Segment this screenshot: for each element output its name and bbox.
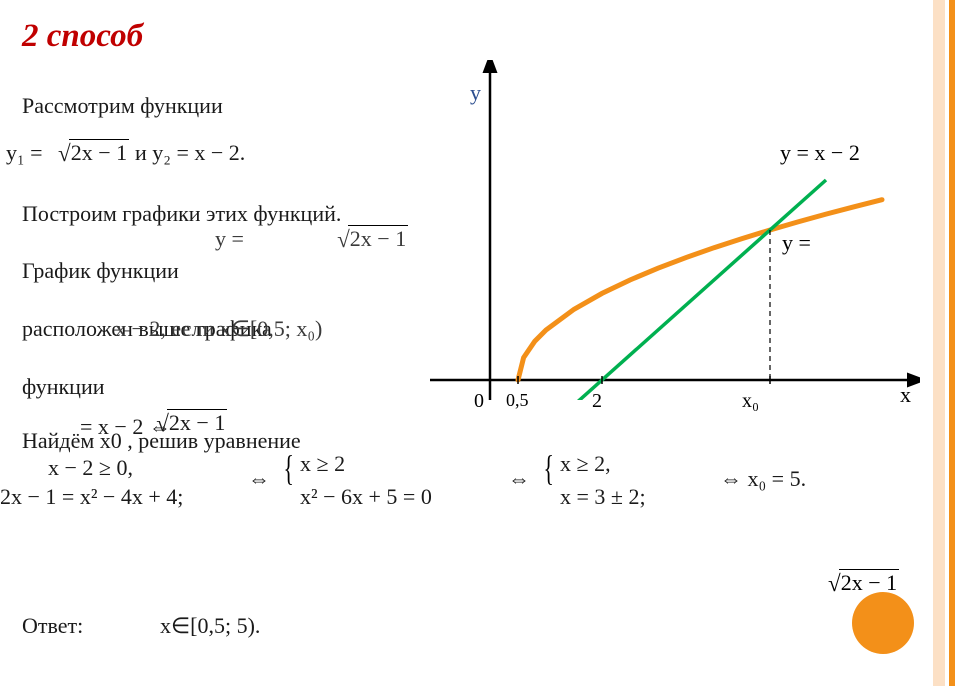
sys1-row1: x − 2 ≥ 0, xyxy=(48,455,133,481)
eq-y1-radicand: 2x − 1 xyxy=(69,139,129,165)
axis-tick-half: 0,5 xyxy=(506,390,529,411)
sqrt-label-rad: 2x − 1 xyxy=(839,569,899,595)
iff-1: ⇔ xyxy=(248,466,270,492)
sqrt-label-pre: y = xyxy=(782,230,811,256)
sqrt-label: 2x − 1 xyxy=(828,570,899,597)
accent-stripe-outer xyxy=(949,0,955,686)
eq-y1-sqrt: 2x − 1 xyxy=(58,140,129,167)
axis-tick-two: 2 xyxy=(592,390,602,413)
chart-svg xyxy=(430,60,920,400)
axis-tick-x0: x₀ xyxy=(742,390,759,413)
text-graphof: График функции xyxy=(22,258,179,284)
sys2-row1: x ≥ 2 xyxy=(300,451,345,477)
overlay-sqrt-rad: 2x − 1 xyxy=(348,225,408,251)
text-functions: функции xyxy=(22,374,105,400)
answer-label: Ответ: xyxy=(22,613,83,639)
axis-label-x: x xyxy=(900,382,911,408)
line-label: y = x − 2 xyxy=(780,140,860,166)
sys3-row1: x ≥ 2, xyxy=(560,451,611,477)
function-chart: x y 0 0,5 2 x₀ y = x − 2 y = 2x − 1 xyxy=(430,60,920,400)
axis-origin: 0 xyxy=(474,390,484,413)
sys3-row2: x = 3 ± 2; xyxy=(560,484,646,510)
sys3-brace: { xyxy=(543,454,553,483)
slide-title: 2 способ xyxy=(22,18,143,55)
iff-2: ⇔ xyxy=(508,466,530,492)
text-consider: Рассмотрим функции xyxy=(22,93,223,119)
text-buildgraphs: Построим графики этих функций. xyxy=(22,201,341,227)
slide-root: 2 способ Рассмотрим функции y₁ = 2x − 1 … xyxy=(0,0,955,686)
axis-label-y: y xyxy=(470,80,481,106)
eq-y1-prefix: y₁ = xyxy=(6,140,43,166)
answer-value: x∈[0,5; 5). xyxy=(160,613,260,639)
iff-3-result: ⇔ x₀ = 5. xyxy=(720,466,806,492)
sys1-row2: 2x − 1 = x² − 4x + 4; xyxy=(0,484,183,510)
accent-dot xyxy=(852,592,914,654)
sys2-row2: x² − 6x + 5 = 0 xyxy=(300,484,432,510)
overlay-sqrt: 2x − 1 xyxy=(337,226,408,253)
overlay-sqrt-pre: y = xyxy=(215,226,244,252)
sys2-brace: { xyxy=(283,454,293,483)
eq-y2: и y₂ = x − 2. xyxy=(135,140,245,166)
accent-stripe-inner xyxy=(933,0,945,686)
overlay-interval: x − 2, если x∈[0,5; x₀) xyxy=(115,316,322,342)
text-findx0: Найдём x0 , решив уравнение xyxy=(22,428,301,454)
